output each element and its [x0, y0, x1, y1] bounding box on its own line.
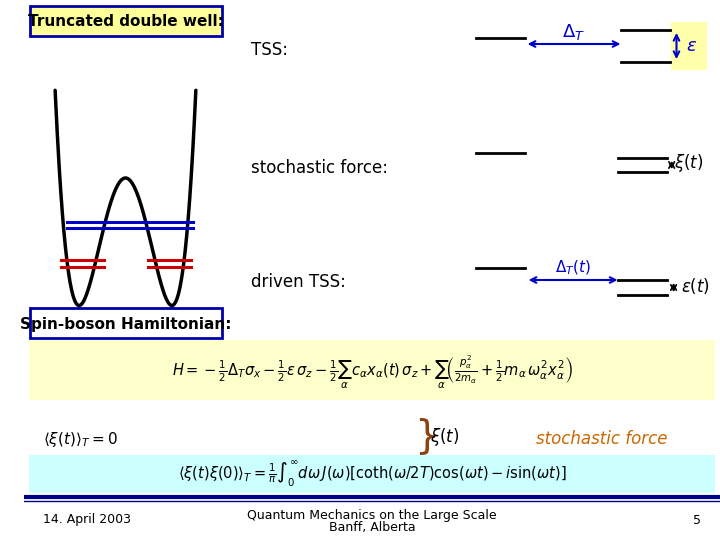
Text: $\varepsilon$: $\varepsilon$ — [686, 37, 697, 55]
Bar — [29, 455, 715, 493]
FancyBboxPatch shape — [30, 6, 222, 36]
Bar — [671, 22, 708, 70]
Text: $\langle\xi(t)\xi(0)\rangle_T = \frac{1}{\pi}\int_0^\infty d\omega\,J(\omega)[\c: $\langle\xi(t)\xi(0)\rangle_T = \frac{1}… — [178, 459, 567, 489]
Text: 5: 5 — [693, 514, 701, 526]
Text: 14. April 2003: 14. April 2003 — [43, 514, 131, 526]
Text: TSS:: TSS: — [251, 41, 288, 59]
Text: Quantum Mechanics on the Large Scale: Quantum Mechanics on the Large Scale — [247, 510, 497, 523]
Text: driven TSS:: driven TSS: — [251, 273, 346, 291]
Text: $\varepsilon(t)$: $\varepsilon(t)$ — [681, 276, 711, 296]
Text: stochastic force: stochastic force — [536, 430, 668, 448]
Text: Truncated double well:: Truncated double well: — [28, 15, 224, 30]
Text: $\Delta_T$: $\Delta_T$ — [562, 22, 585, 42]
Text: $\xi(t)$: $\xi(t)$ — [674, 152, 703, 174]
Text: $\langle\xi(t)\rangle_T = 0$: $\langle\xi(t)\rangle_T = 0$ — [43, 430, 118, 449]
Text: stochastic force:: stochastic force: — [251, 159, 388, 177]
FancyBboxPatch shape — [30, 308, 222, 338]
Text: $\Delta_T(t)$: $\Delta_T(t)$ — [555, 259, 591, 277]
Bar — [29, 340, 715, 400]
Text: Banff, Alberta: Banff, Alberta — [329, 522, 415, 535]
Text: $\}$: $\}$ — [414, 416, 436, 457]
Text: Spin-boson Hamiltonian:: Spin-boson Hamiltonian: — [20, 316, 232, 332]
Text: $\xi(t)$: $\xi(t)$ — [430, 426, 459, 448]
Text: $H = -\frac{1}{2}\Delta_T\sigma_x - \frac{1}{2}\varepsilon\,\sigma_z - \frac{1}{: $H = -\frac{1}{2}\Delta_T\sigma_x - \fra… — [171, 353, 572, 390]
